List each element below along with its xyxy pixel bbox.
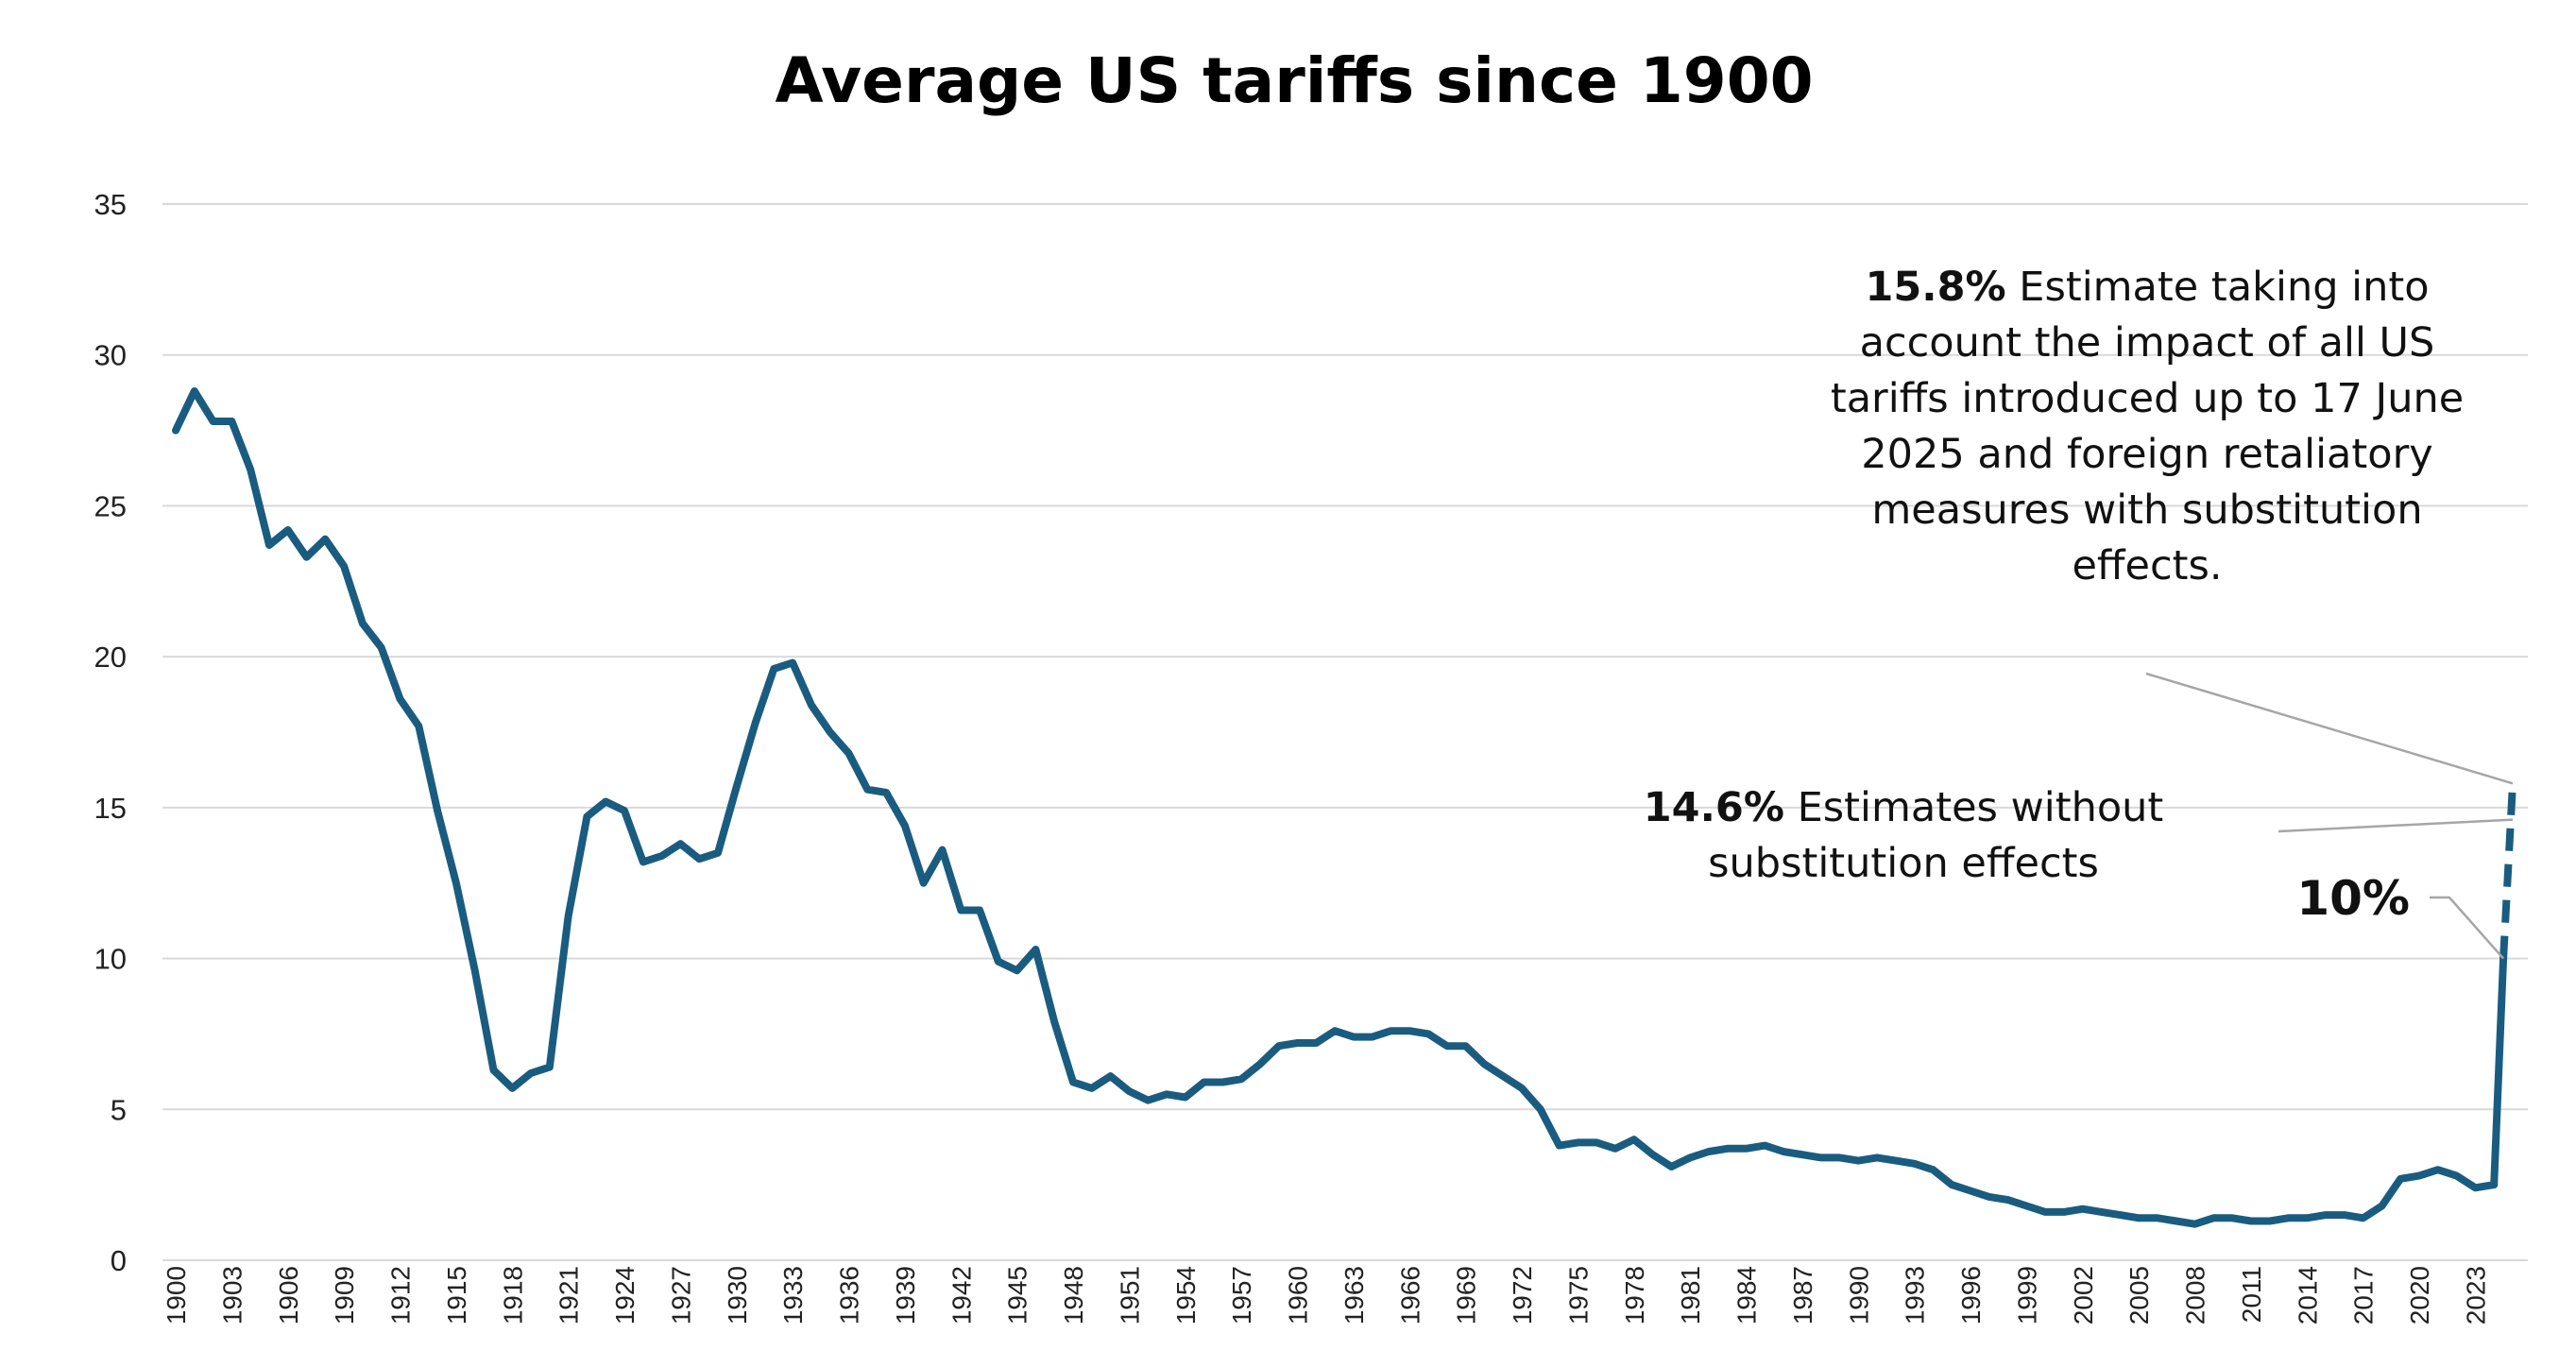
x-tick-label: 1945 (1003, 1266, 1032, 1324)
y-tick-label: 10 (94, 943, 127, 976)
x-tick-label: 2008 (2181, 1266, 2210, 1324)
annotations: 15.8% Estimate taking into account the im… (1644, 264, 2514, 960)
x-tick-label: 2023 (2461, 1266, 2490, 1324)
annotation-15-8-line: 2025 and foreign retaliatory (1861, 431, 2432, 478)
series-line-1 (2490, 954, 2508, 1189)
x-tick-label: 1996 (1956, 1266, 1986, 1324)
x-tick-label: 2014 (2293, 1266, 2322, 1324)
x-tick-label: 1966 (1395, 1266, 1424, 1324)
annotation-15-8-line: measures with substitution (1871, 487, 2422, 534)
x-tick-label: 1903 (217, 1266, 247, 1324)
series-line-0 (172, 387, 2499, 1228)
x-tick-label: 1912 (386, 1266, 416, 1324)
x-tick-label: 1939 (891, 1266, 920, 1324)
annotation-14-6-leader (2277, 818, 2514, 833)
x-tick-label: 2011 (2237, 1266, 2266, 1323)
x-tick-label: 1936 (835, 1266, 864, 1324)
annotation-15-8-line: tariffs introduced up to 17 June (1831, 375, 2464, 422)
x-tick-label: 1954 (1171, 1266, 1201, 1324)
x-tick-label: 1999 (2012, 1266, 2041, 1324)
x-tick-label: 1933 (778, 1266, 808, 1324)
x-tick-label: 1909 (330, 1266, 359, 1324)
annotation-15-8-leader (2145, 672, 2514, 785)
chart-title: Average US tariffs since 1900 (775, 44, 1813, 117)
annotation-14-6-line: substitution effects (1708, 840, 2099, 887)
x-tick-label: 1987 (1788, 1266, 1817, 1324)
gridlines (162, 203, 2528, 1261)
annotation-10-leader (2430, 896, 2505, 960)
x-axis-ticks: 1900 1903 1906 1909 1912 1915 1918 1921 1924 1927… (162, 1266, 2490, 1324)
series-line-2 (2499, 783, 2516, 959)
x-tick-label: 1993 (1901, 1266, 1930, 1324)
y-tick-label: 5 (111, 1093, 127, 1126)
x-tick-label: 1906 (274, 1266, 303, 1324)
x-tick-label: 1930 (723, 1266, 752, 1324)
x-tick-label: 2020 (2405, 1266, 2434, 1324)
x-tick-label: 1927 (666, 1266, 695, 1324)
annotation-15-8-line: account the impact of all US (1860, 319, 2435, 367)
x-tick-label: 1978 (1620, 1266, 1649, 1324)
x-tick-label: 1948 (1059, 1266, 1088, 1324)
x-tick-label: 2002 (2069, 1266, 2098, 1324)
y-tick-label: 30 (94, 339, 127, 372)
x-tick-label: 1981 (1676, 1266, 1705, 1324)
y-axis-ticks: 0 5 10 15 20 25 30 35 (94, 188, 127, 1277)
x-tick-label: 1975 (1563, 1266, 1593, 1324)
annotation-14-6-text: Estimates without (1784, 784, 2163, 831)
series-lines (172, 387, 2516, 1228)
annotation-15-8-value: 15.8% (1865, 264, 2005, 311)
annotation-15-8-line: 15.8% Estimate taking into (1865, 264, 2429, 311)
x-tick-label: 1972 (1508, 1266, 1537, 1324)
x-tick-label: 1900 (162, 1266, 191, 1324)
x-tick-label: 1915 (442, 1266, 471, 1324)
x-tick-label: 1921 (554, 1266, 584, 1324)
x-tick-label: 2017 (2349, 1266, 2379, 1324)
y-tick-label: 25 (94, 489, 127, 522)
y-tick-label: 0 (111, 1244, 127, 1277)
x-tick-label: 1960 (1284, 1266, 1313, 1324)
x-tick-label: 1951 (1115, 1266, 1144, 1324)
annotation-14-6-line: 14.6% Estimates without (1644, 784, 2164, 831)
x-tick-label: 1918 (498, 1266, 527, 1324)
x-tick-label: 1942 (947, 1266, 976, 1324)
x-tick-label: 1969 (1452, 1266, 1481, 1324)
x-tick-label: 1990 (1844, 1266, 1873, 1324)
y-tick-label: 20 (94, 641, 127, 674)
annotation-14-6-value: 14.6% (1644, 784, 1784, 831)
x-tick-label: 2005 (2124, 1266, 2154, 1324)
annotation-15-8-text: Estimate taking into (2006, 264, 2430, 311)
x-tick-label: 1984 (1732, 1266, 1762, 1324)
annotation-15-8-line: effects. (2072, 542, 2222, 590)
y-tick-label: 35 (94, 188, 127, 221)
annotation-10-value: 10% (2296, 871, 2410, 926)
x-tick-label: 1957 (1227, 1266, 1256, 1324)
x-tick-label: 1924 (610, 1266, 640, 1324)
x-tick-label: 1963 (1339, 1266, 1369, 1324)
y-tick-label: 15 (94, 792, 127, 825)
